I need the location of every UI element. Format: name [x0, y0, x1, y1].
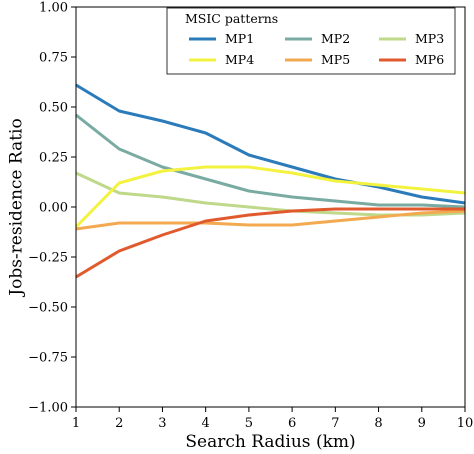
legend-box — [166, 7, 456, 75]
series-line-mp4 — [74, 165, 466, 229]
legend-label: MP6 — [415, 52, 444, 67]
series-line-mp6 — [75, 207, 465, 279]
x-tick-label: 10 — [457, 416, 474, 431]
series-line-mp2 — [75, 113, 466, 209]
series-line-mp5 — [75, 209, 466, 231]
legend-item-mp1: MP1 — [189, 31, 254, 46]
legend-item-mp6: MP6 — [379, 52, 444, 67]
legend-label: MP2 — [321, 31, 350, 46]
series-lines — [74, 83, 466, 279]
x-tick-label: 8 — [374, 416, 382, 431]
y-tick-label: 0.00 — [39, 201, 68, 216]
legend-label: MP5 — [321, 52, 350, 67]
legend-label: MP3 — [415, 31, 444, 46]
y-axis-label: Jobs-residence Ratio — [7, 118, 27, 297]
x-tick-label: 5 — [245, 416, 253, 431]
y-tick-label: 0.25 — [39, 151, 68, 166]
legend-label: MP4 — [225, 52, 254, 67]
x-tick-label: 2 — [115, 416, 123, 431]
x-tick-label: 9 — [418, 416, 426, 431]
legend-item-mp5: MP5 — [285, 52, 350, 67]
x-tick-label: 3 — [158, 416, 166, 431]
y-tick-label: 0.75 — [39, 51, 68, 66]
axis-ticks: 1 2 3 4 5 6 7 8 9 10 1.00 0.75 0.50 0.25 0.00 −0.25 −0.5… — [28, 1, 473, 432]
x-tick-label: 7 — [331, 416, 339, 431]
y-tick-label: 1.00 — [39, 1, 68, 16]
y-tick-label: −1.00 — [28, 401, 68, 416]
series-line-mp1 — [75, 83, 466, 205]
legend-title: MSIC patterns — [185, 11, 278, 26]
legend-item-mp3: MP3 — [379, 31, 444, 46]
y-tick-label: −0.25 — [28, 251, 68, 266]
legend-items: MP1 MP2 MP3 MP4 MP5 MP6 — [189, 31, 444, 67]
x-axis-label: Search Radius (km) — [185, 432, 355, 452]
y-tick-label: −0.50 — [28, 301, 68, 316]
x-tick-label: 6 — [288, 416, 296, 431]
x-tick-label: 4 — [202, 416, 210, 431]
legend-label: MP1 — [225, 31, 254, 46]
legend-item-mp2: MP2 — [285, 31, 350, 46]
legend: MSIC patterns MP1 MP2 MP3 MP4 MP5 MP6 — [166, 7, 456, 75]
y-tick-label: 0.50 — [39, 101, 68, 116]
x-tick-label: 1 — [72, 416, 80, 431]
legend-item-mp4: MP4 — [189, 52, 254, 67]
y-tick-label: −0.75 — [28, 351, 68, 366]
